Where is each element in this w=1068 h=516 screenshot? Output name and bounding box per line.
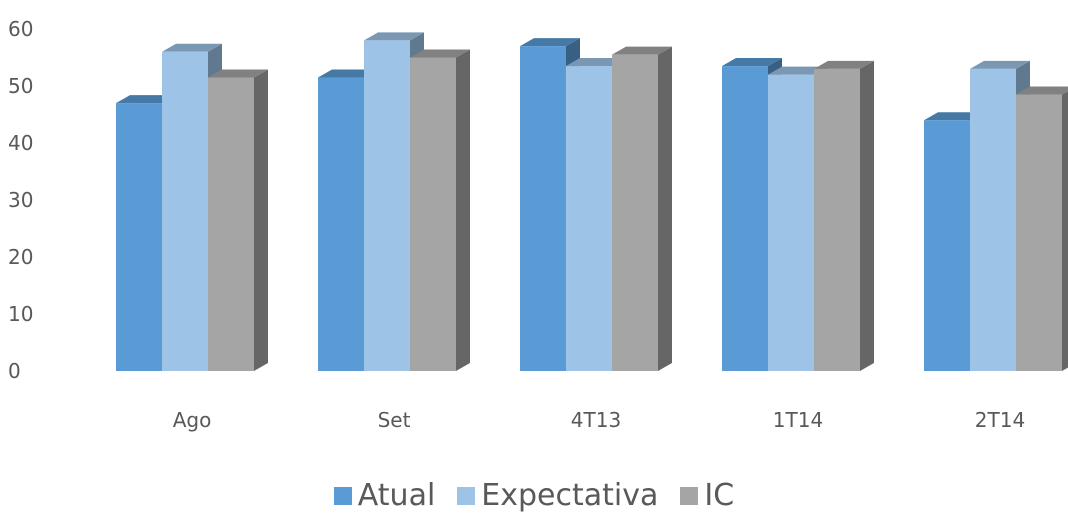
legend: Atual Expectativa IC (0, 476, 1068, 516)
bar-top (318, 69, 378, 78)
y-tick-label: 30 (8, 188, 33, 212)
bar-top (768, 66, 828, 75)
bar-top (566, 58, 626, 67)
y-tick-label: 40 (8, 131, 33, 155)
bar-top (722, 58, 782, 67)
bar (410, 49, 470, 371)
bar-top (162, 43, 222, 52)
bar-front (162, 51, 208, 372)
bar (814, 60, 874, 372)
bar-top (1016, 86, 1068, 95)
legend-label: IC (704, 478, 735, 513)
legend-label: Atual (357, 478, 436, 513)
bar-side (456, 49, 470, 371)
bar-chart-svg: 0 10 20 30 40 50 60 Ago Set 4T13 1T14 2T14 (8, 17, 1068, 432)
legend-swatch (333, 487, 352, 505)
bar (1016, 86, 1068, 372)
bar-top (924, 112, 984, 121)
x-category-label: 1T14 (773, 408, 823, 432)
x-category-label: 4T13 (571, 408, 621, 432)
x-category-label: 2T14 (975, 408, 1025, 432)
bar-top (364, 32, 424, 41)
bar-front (116, 103, 162, 371)
bar-front (722, 66, 768, 372)
legend-item: Atual (333, 478, 436, 514)
bar-side (860, 60, 874, 372)
bar-front (612, 54, 658, 372)
bar-top (814, 60, 874, 69)
bar (612, 46, 672, 372)
bar-front (364, 40, 410, 372)
x-category-label: Set (378, 408, 411, 432)
y-tick-label: 10 (8, 302, 33, 326)
bar-front (768, 74, 814, 371)
bar-front (924, 120, 970, 371)
y-tick-label: 20 (8, 245, 33, 269)
bar-top (520, 38, 580, 47)
bar-top (612, 46, 672, 55)
legend-swatch (457, 487, 476, 505)
bar-front (566, 66, 612, 372)
bar-side (658, 46, 672, 372)
x-category-label: Ago (173, 408, 212, 432)
legend-label: Expectativa (481, 478, 659, 513)
bar-top (410, 49, 470, 58)
bar-top (970, 60, 1030, 69)
legend-item: IC (680, 478, 734, 514)
legend-item: Expectativa (457, 478, 658, 514)
y-tick-label: 50 (8, 74, 33, 98)
bar-top (116, 95, 176, 104)
legend-swatch (680, 487, 699, 505)
bar-front (208, 77, 254, 371)
bar-front (520, 46, 566, 371)
y-tick-label: 0 (8, 359, 21, 383)
y-tick-label: 60 (8, 17, 33, 41)
bar-front (1016, 94, 1062, 372)
bar-side (254, 69, 268, 371)
bar-front (410, 57, 456, 371)
bar-front (318, 77, 364, 371)
bar-front (814, 68, 860, 372)
bar-top (208, 69, 268, 78)
bar-front (970, 68, 1016, 372)
bar (208, 69, 268, 371)
bar-side (1062, 91, 1068, 371)
